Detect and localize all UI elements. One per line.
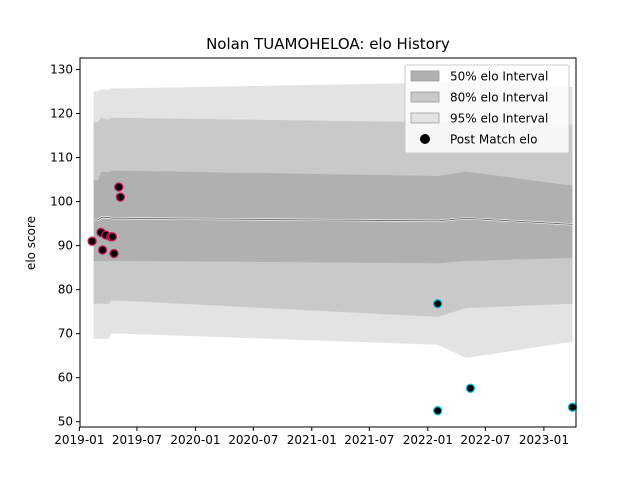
y-tick-label: 90 — [58, 239, 73, 253]
y-tick-label: 130 — [50, 62, 73, 76]
legend: 50% elo Interval 80% elo Interval 95% elo … — [404, 64, 570, 154]
post-match-point — [109, 248, 119, 259]
legend-swatch — [410, 70, 440, 82]
axes: 2019-01 2019-07 2020-01 2020-07 2021-01 2021-… — [50, 57, 577, 447]
legend-label: 50% elo Interval — [450, 70, 548, 84]
x-tick-label: 2021-07 — [344, 433, 394, 447]
post-match-point — [115, 192, 126, 202]
post-match-point — [97, 245, 108, 255]
post-match-point — [87, 236, 97, 246]
x-tick-label: 2020-01 — [170, 433, 220, 447]
plot-frame — [79, 57, 577, 428]
legend-label: Post Match elo — [450, 133, 537, 147]
legend-box — [404, 64, 570, 154]
x-tick-label: 2022-01 — [403, 433, 453, 447]
y-tick-label: 60 — [58, 371, 73, 385]
y-tick-label: 80 — [58, 283, 73, 297]
y-axis-label: elo score — [24, 216, 38, 270]
y-tick-label: 110 — [50, 151, 73, 165]
legend-swatch — [410, 112, 440, 124]
x-tick-label: 2022-07 — [460, 433, 510, 447]
legend-swatch — [410, 91, 440, 103]
post-match-point — [433, 299, 443, 309]
legend-label: 80% elo Interval — [450, 91, 548, 105]
y-tick-label: 70 — [58, 327, 73, 341]
chart-title: Nolan TUAMOHELOA: elo History — [206, 35, 450, 53]
y-tick-label: 100 — [50, 195, 73, 209]
y-tick-label: 120 — [50, 106, 73, 120]
post-match-point — [433, 406, 443, 416]
x-tick-label: 2023-01 — [519, 433, 569, 447]
post-match-points — [87, 182, 578, 416]
post-match-point — [107, 232, 118, 242]
x-tick-label: 2019-07 — [112, 433, 162, 447]
legend-marker — [420, 134, 430, 144]
x-tick-label: 2019-01 — [54, 433, 104, 447]
x-tick-label: 2021-01 — [287, 433, 337, 447]
mean-elo-line — [93, 216, 573, 226]
post-match-point — [465, 383, 476, 393]
x-tick-label: 2020-07 — [228, 433, 278, 447]
post-match-point — [114, 182, 124, 192]
interval-band-3 — [93, 170, 573, 264]
mean-elo-line-path — [93, 216, 573, 225]
y-tick-label: 50 — [58, 415, 73, 429]
legend-label: 95% elo Interval — [450, 112, 548, 126]
post-match-point — [567, 402, 578, 412]
